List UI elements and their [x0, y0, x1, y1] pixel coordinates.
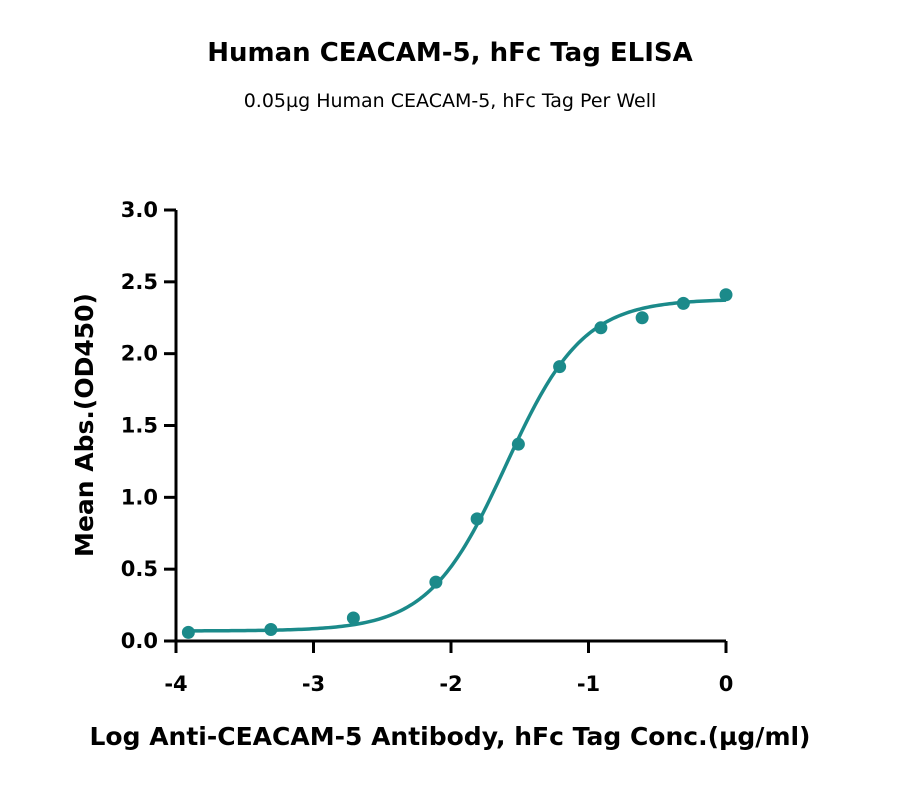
data-point	[181, 625, 195, 639]
data-point	[719, 288, 733, 302]
data-point	[635, 311, 649, 325]
data-point	[594, 321, 608, 335]
axes: 0.0 0.5 1.0 1.5 2.0 2.5 3.0 -4 -3 -2 -1 0	[121, 198, 734, 696]
data-point	[346, 611, 360, 625]
x-tick-label: -2	[439, 672, 462, 696]
chart-subtitle: 0.05µg Human CEACAM-5, hFc Tag Per Well	[243, 90, 657, 112]
data-point	[676, 296, 690, 310]
y-tick-label: 0.5	[121, 557, 158, 581]
y-tick-label: 2.0	[121, 342, 158, 366]
y-tick-label: 1.0	[121, 485, 158, 509]
fit-curve	[188, 298, 727, 633]
y-tick-label: 1.5	[121, 414, 158, 438]
chart-title: Human CEACAM-5, hFc Tag ELISA	[207, 38, 693, 68]
data-point	[264, 623, 278, 637]
data-point	[511, 437, 525, 451]
y-axis-label: Mean Abs.(OD450)	[70, 293, 99, 557]
data-points	[181, 288, 733, 639]
x-tick-label: -4	[164, 672, 187, 696]
x-tick-label: -1	[577, 672, 600, 696]
x-tick-label: -3	[302, 672, 325, 696]
data-point	[470, 512, 484, 526]
y-tick-label: 3.0	[121, 198, 158, 222]
data-point	[553, 360, 567, 374]
y-tick-label: 2.5	[121, 270, 158, 294]
x-axis-label: Log Anti-CEACAM-5 Antibody, hFc Tag Conc…	[90, 722, 811, 751]
x-tick-label: 0	[719, 672, 734, 696]
y-tick-label: 0.0	[121, 629, 158, 653]
data-point	[429, 575, 443, 589]
